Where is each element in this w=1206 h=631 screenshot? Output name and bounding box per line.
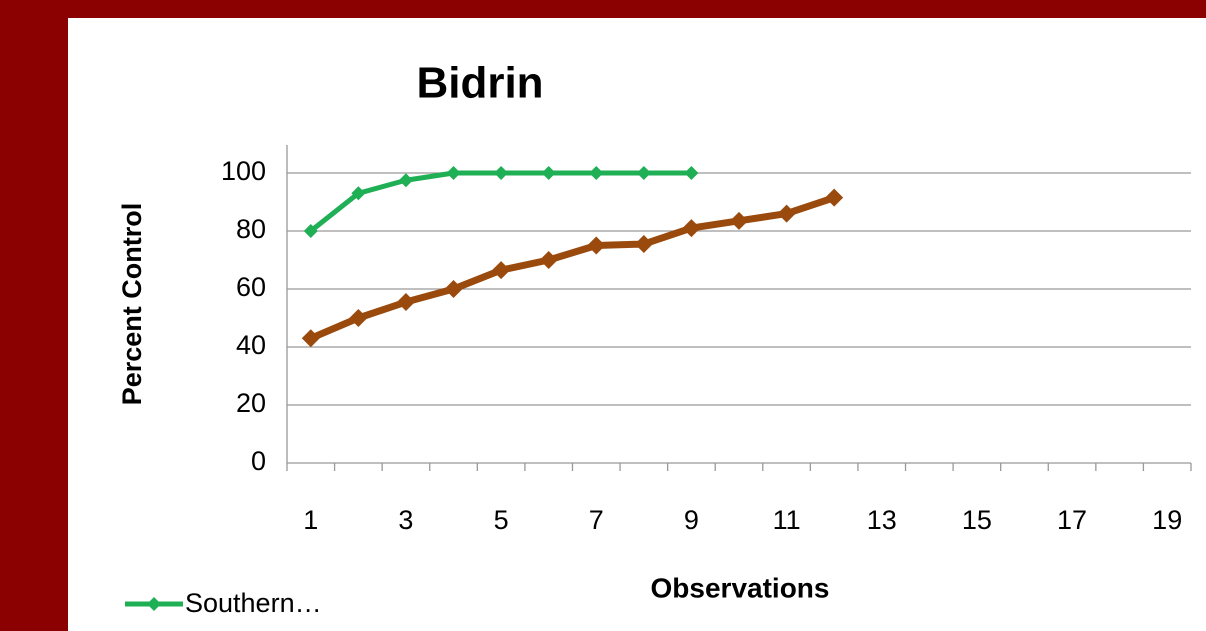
series-line — [309, 194, 836, 342]
y-axis-title: Percent Control — [117, 203, 147, 406]
y-tick-label: 80 — [236, 214, 266, 244]
x-tick-label: 3 — [398, 505, 413, 535]
point-marker — [636, 166, 651, 180]
panel — [68, 18, 1206, 631]
point-marker — [494, 166, 509, 180]
point-marker — [634, 235, 653, 254]
point-marker — [539, 251, 558, 269]
x-tick-label: 13 — [867, 505, 897, 535]
point-marker — [303, 224, 318, 238]
x-tick-label: 19 — [1152, 505, 1182, 535]
y-tick-label: 100 — [221, 156, 266, 186]
point-marker — [682, 219, 701, 238]
x-tick-label: 1 — [303, 505, 318, 535]
x-tick-label: 17 — [1057, 505, 1087, 535]
y-tick-label: 40 — [236, 330, 266, 360]
x-axis-title: Observations — [651, 572, 830, 603]
point-marker — [541, 166, 556, 180]
x-tick-label: 11 — [773, 505, 801, 535]
point-marker — [349, 309, 368, 327]
point-marker — [446, 166, 461, 180]
point-marker — [398, 173, 413, 188]
y-tick-label: 0 — [251, 446, 266, 476]
point-marker — [396, 293, 415, 312]
point-marker — [684, 166, 699, 180]
point-marker — [730, 211, 748, 230]
point-marker — [351, 186, 366, 201]
point-marker — [492, 261, 511, 280]
point-marker — [825, 188, 844, 207]
x-tick-label: 9 — [684, 505, 699, 535]
chart-title: Bidrin — [416, 59, 543, 108]
x-tick-label: 5 — [494, 505, 509, 535]
point-marker — [777, 204, 796, 223]
point-marker — [444, 280, 463, 298]
legend-label: Southern… — [185, 588, 322, 618]
y-tick-label: 60 — [236, 272, 266, 302]
x-tick-label: 7 — [589, 505, 604, 535]
x-tick-label: 15 — [962, 505, 992, 535]
y-tick-label: 20 — [236, 388, 266, 418]
legend-marker — [147, 597, 161, 611]
point-marker — [587, 236, 606, 255]
point-marker — [589, 166, 604, 180]
point-marker — [301, 329, 320, 348]
